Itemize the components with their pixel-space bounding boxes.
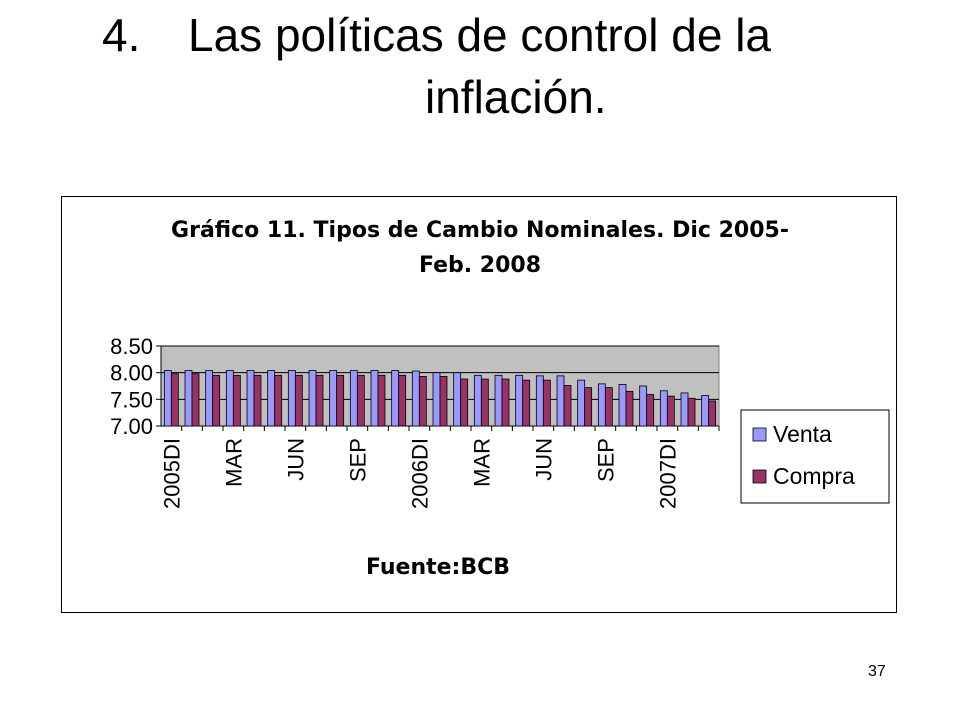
bar-compra [336,374,345,427]
bar-venta [349,370,358,427]
x-tick-label: 2007DI [655,438,680,509]
x-tick-label: MAR [469,438,494,487]
legend-box [740,409,890,504]
bar-compra [687,397,696,427]
bar-venta [163,370,172,427]
x-tick-label: MAR [221,438,246,487]
bar-venta [701,395,710,427]
slide-title-line-1: Las políticas de control de la [188,9,772,61]
bar-venta [494,374,503,427]
bar-compra [625,390,634,427]
bar-compra [191,373,200,427]
bar-venta [432,372,441,427]
bar-venta [453,372,462,427]
bar-compra [274,374,283,427]
bar-venta [370,370,379,427]
bar-venta [391,370,400,427]
x-tick-label: SEP [345,438,370,482]
y-tick-label: 8.00 [110,361,153,386]
bar-compra [439,375,448,427]
bar-venta [680,392,689,427]
bar-compra [480,378,489,427]
x-tick-label: 2005DI [159,438,184,509]
bar-venta [184,370,193,427]
chart-title-line-2: Feb. 2008 [419,253,541,278]
legend-label-venta: Venta [773,421,832,447]
bar-venta [618,383,627,427]
chart-svg: Gráfico 11. Tipos de Cambio Nominales. D… [110,218,890,580]
bar-venta [411,370,420,427]
bar-venta [597,383,606,427]
bar-compra [563,385,572,427]
bar-venta [535,375,544,427]
y-tick-label: 8.50 [110,334,153,359]
bar-venta [205,370,214,427]
bar-venta [225,370,234,427]
legend-label-compra: Compra [773,463,855,489]
bar-compra [666,395,675,427]
bar-venta [473,374,482,427]
bar-venta [556,375,565,427]
bar-compra [377,374,386,427]
slide-title: 4. Las políticas de control de la inflac… [0,0,960,130]
bar-compra [646,394,655,427]
bar-compra [418,375,427,427]
legend-swatch-compra [752,469,767,484]
bar-venta [287,370,296,427]
bar-compra [356,374,365,427]
bar-compra [584,387,593,427]
bar-compra [604,387,613,427]
bar-compra [232,374,241,427]
bar-compra [294,374,303,427]
bar-compra [522,379,531,427]
bar-compra [460,378,469,427]
chart-source: Fuente:BCB [366,555,510,580]
bar-venta [329,370,338,427]
chart-frame: Gráfico 11. Tipos de Cambio Nominales. D… [61,196,897,613]
x-tick-label: SEP [593,438,618,482]
bar-compra [212,374,221,427]
chart-title-line-1: Gráfico 11. Tipos de Cambio Nominales. D… [171,218,789,243]
bar-compra [398,374,407,427]
x-tick-label: JUN [531,438,556,481]
bar-compra [253,374,262,427]
bar-venta [246,370,255,427]
x-tick-label: 2006DI [407,438,432,509]
bar-compra [542,379,551,427]
slide-title-line-2: inflación. [425,71,607,123]
bar-compra [708,400,717,427]
y-tick-label: 7.50 [110,387,153,412]
bar-compra [315,374,324,427]
bar-venta [267,370,276,427]
bar-venta [515,374,524,427]
legend-swatch-venta [752,427,767,442]
bar-venta [577,379,586,427]
bar-compra [170,373,179,427]
bar-venta [639,385,648,427]
x-tick-label: JUN [283,438,308,481]
bar-venta [659,390,668,427]
page-number: 37 [868,663,886,680]
y-tick-label: 7.00 [110,414,153,439]
slide-title-number: 4. [102,9,141,61]
bar-venta [308,370,317,427]
bar-compra [501,378,510,427]
